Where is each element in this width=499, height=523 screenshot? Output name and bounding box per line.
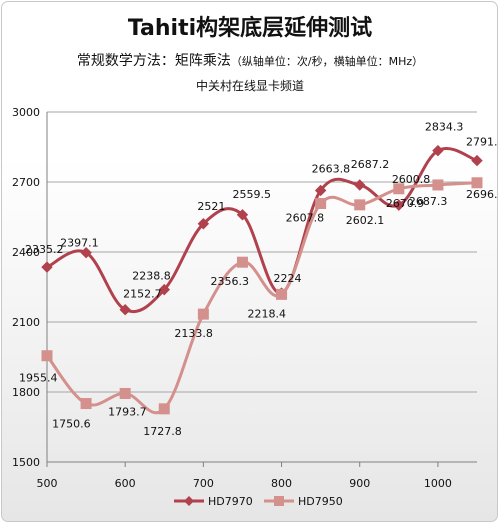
data-label-hd7970: 2335.2 bbox=[25, 243, 64, 256]
data-point-hd7970 bbox=[393, 199, 405, 211]
data-point-hd7950 bbox=[119, 387, 131, 399]
data-point-hd7950 bbox=[276, 288, 288, 300]
x-tick-label: 800 bbox=[271, 477, 292, 490]
data-label-hd7970: 2152.7 bbox=[123, 288, 162, 301]
chart-title: Tahiti构架底层延伸测试 bbox=[128, 15, 372, 41]
data-label-hd7970: 2397.1 bbox=[60, 237, 99, 250]
data-point-hd7970 bbox=[158, 283, 170, 296]
series-line-hd7950 bbox=[45, 181, 478, 415]
subtitle-method: 常规数学方法：矩阵乘法 bbox=[77, 53, 231, 69]
y-tick-label: 3000 bbox=[12, 106, 40, 119]
chart-subtitle: 常规数学方法：矩阵乘法（纵轴单位：次/秒，横轴单位：MHz） bbox=[77, 53, 423, 69]
data-point-hd7970 bbox=[471, 154, 483, 167]
data-label-hd7970: 2663.8 bbox=[312, 162, 351, 175]
data-point-hd7950 bbox=[471, 177, 483, 189]
y-tick-label: 2700 bbox=[12, 176, 40, 189]
y-tick-label: 1500 bbox=[12, 456, 40, 469]
data-point-hd7950 bbox=[354, 199, 366, 211]
data-point-hd7970 bbox=[432, 144, 444, 157]
data-point-hd7970 bbox=[80, 246, 92, 259]
data-label-hd7970: 2521 bbox=[197, 200, 225, 213]
legend-label-hd7970: HD7970 bbox=[208, 495, 253, 508]
data-label-hd7970: 2687.2 bbox=[351, 158, 390, 171]
data-label-hd7970: 2834.3 bbox=[425, 121, 464, 134]
data-label-hd7970: 2791.7 bbox=[466, 136, 498, 149]
data-point-hd7950 bbox=[315, 198, 327, 210]
x-tick-label: 700 bbox=[193, 477, 214, 490]
data-label-hd7950: 2218.4 bbox=[248, 307, 287, 320]
y-tick-label: 2100 bbox=[12, 316, 40, 329]
data-point-hd7970 bbox=[314, 184, 327, 197]
data-label-hd7950: 2602.1 bbox=[346, 214, 385, 227]
data-label-hd7950: 2607.8 bbox=[286, 212, 325, 225]
legend-marker-hd7950 bbox=[274, 496, 284, 506]
data-point-hd7950 bbox=[393, 183, 405, 195]
data-label-hd7950: 2133.8 bbox=[174, 327, 213, 340]
x-tick-label: 900 bbox=[349, 477, 370, 490]
data-point-hd7950 bbox=[41, 350, 53, 362]
data-label-hd7950: 1727.8 bbox=[143, 425, 182, 438]
data-label-hd7950: 2356.3 bbox=[210, 275, 249, 288]
legend-marker-hd7970 bbox=[184, 496, 194, 506]
x-tick-label: 500 bbox=[37, 477, 58, 490]
data-point-hd7970 bbox=[119, 303, 131, 316]
data-point-hd7970 bbox=[236, 209, 249, 221]
data-label-hd7950: 2696.7 bbox=[466, 188, 498, 201]
x-tick-label: 1000 bbox=[424, 477, 452, 490]
axes: 1500 1800 2100 2400 2700 3000 500 600 700 800 900 1… bbox=[12, 106, 477, 490]
data-point-hd7970 bbox=[197, 218, 210, 230]
data-label-hd7950: 2687.3 bbox=[409, 195, 448, 208]
data-point-hd7970 bbox=[354, 179, 366, 191]
legend: HD7970 HD7950 bbox=[174, 495, 343, 508]
data-label-hd7950: 1955.4 bbox=[19, 372, 58, 385]
data-label-hd7970: 2238.8 bbox=[132, 270, 171, 283]
data-label-hd7970: 2224 bbox=[274, 272, 302, 285]
data-point-hd7950 bbox=[158, 403, 170, 415]
data-point-hd7950 bbox=[80, 398, 92, 410]
data-point-hd7950 bbox=[432, 179, 444, 191]
chart-source: 中关村在线显卡频道 bbox=[196, 78, 304, 93]
data-point-hd7950 bbox=[236, 256, 248, 268]
data-label-hd7950: 1750.6 bbox=[52, 418, 91, 431]
data-label-hd7950: 2670.9 bbox=[386, 197, 425, 210]
data-label-hd7950: 1793.7 bbox=[108, 405, 147, 418]
data-label-hd7970: 2559.5 bbox=[232, 188, 270, 201]
data-point-hd7950 bbox=[197, 308, 209, 320]
series-markers bbox=[41, 144, 483, 415]
x-tick-label: 600 bbox=[115, 477, 136, 490]
data-point-hd7970 bbox=[41, 261, 53, 273]
legend-label-hd7950: HD7950 bbox=[298, 495, 343, 508]
y-tick-label: 2400 bbox=[12, 246, 40, 259]
subtitle-units-note: （纵轴单位：次/秒，横轴单位：MHz） bbox=[231, 54, 423, 68]
data-label-hd7970: 2600.8 bbox=[392, 173, 431, 186]
y-tick-label: 1800 bbox=[12, 386, 40, 399]
